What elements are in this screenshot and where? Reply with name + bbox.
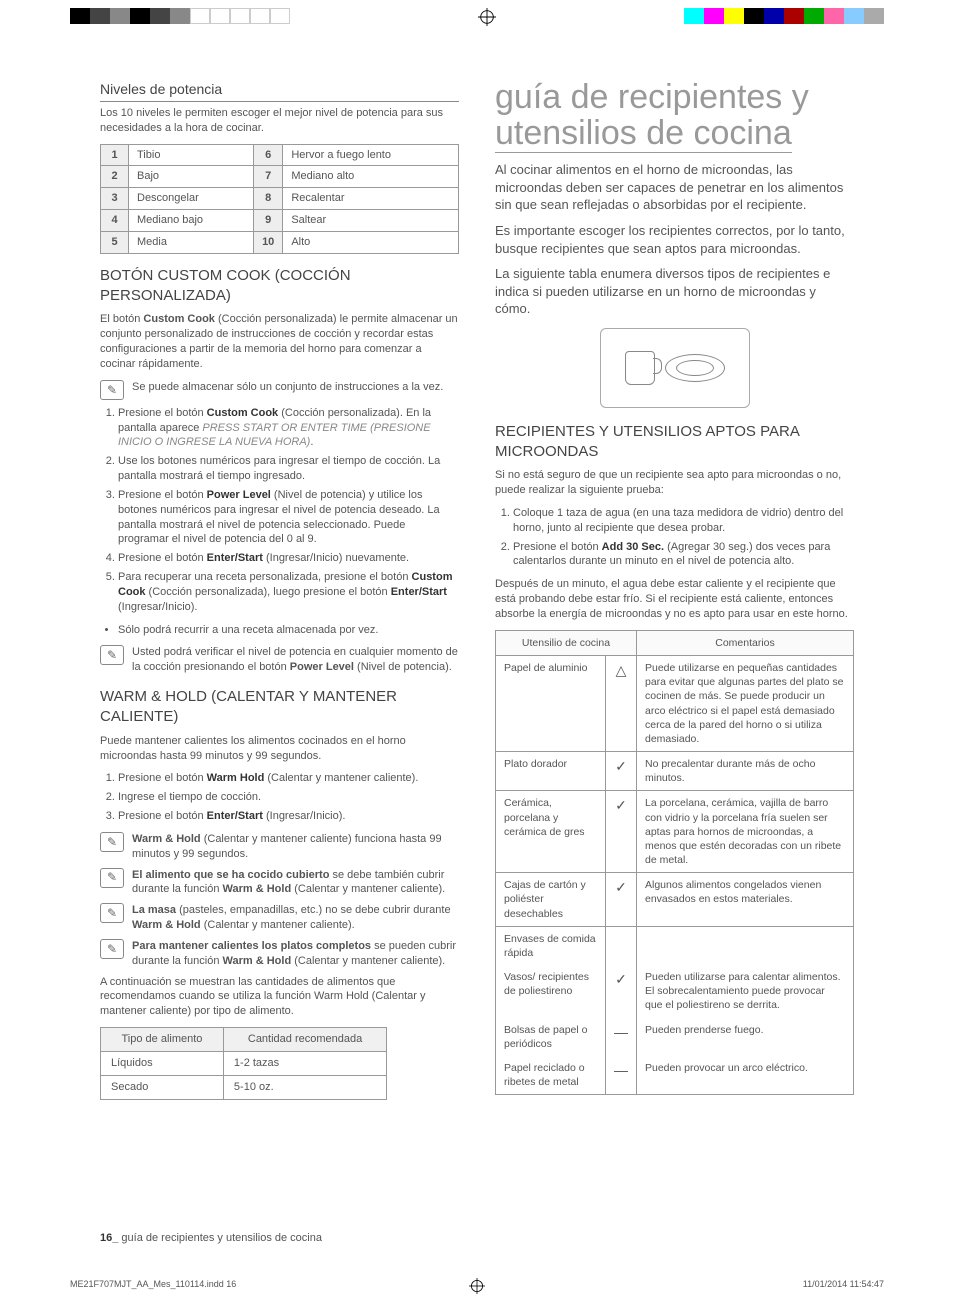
utensil-table: Utensilio de cocina Comentarios Papel de… <box>495 630 854 1095</box>
cookware-illustration <box>600 328 750 408</box>
note-warm-hold: ✎La masa (pasteles, empanadillas, etc.) … <box>100 903 459 933</box>
note-icon: ✎ <box>100 380 124 400</box>
text-aptos-result: Después de un minuto, el agua debe estar… <box>495 577 854 622</box>
text-guide-p3: La siguiente tabla enumera diversos tipo… <box>495 265 854 318</box>
page-content: Niveles de potencia Los 10 niveles le pe… <box>0 0 954 1160</box>
text-aptos-intro: Si no está seguro de que un recipiente s… <box>495 468 854 498</box>
crop-marks <box>0 0 954 30</box>
heading-power-levels: Niveles de potencia <box>100 80 459 102</box>
power-level-table: 1Tibio6Hervor a fuego lento2Bajo7Mediano… <box>100 144 459 254</box>
print-filename: ME21F707MJT_AA_Mes_110114.indd 16 <box>70 1278 236 1290</box>
custom-cook-bullet: Sólo podrá recurrir a una receta almacen… <box>118 623 459 638</box>
note-verify-power: ✎ Usted podrá verificar el nivel de pote… <box>100 645 459 675</box>
heading-custom-cook: BOTÓN CUSTOM COOK (COCCIÓN PERSONALIZADA… <box>100 266 459 307</box>
text-guide-p1: Al cocinar alimentos en el horno de micr… <box>495 161 854 214</box>
note-custom-single: ✎ Se puede almacenar sólo un conjunto de… <box>100 380 459 400</box>
note-icon: ✎ <box>100 832 124 852</box>
note-warm-hold: ✎Warm & Hold (Calentar y mantener calien… <box>100 832 459 862</box>
note-icon: ✎ <box>100 868 124 888</box>
heading-microwave-safe: RECIPIENTES Y UTENSILIOS APTOS PARA MICR… <box>495 422 854 463</box>
aptos-step-2: Presione el botón Add 30 Sec. (Agregar 3… <box>513 540 854 570</box>
aptos-steps: Coloque 1 taza de agua (en una taza medi… <box>513 506 854 569</box>
text-warm-intro: Puede mantener calientes los alimentos c… <box>100 734 459 764</box>
note-warm-hold: ✎El alimento que se ha cocido cubierto s… <box>100 868 459 898</box>
cup-icon <box>625 351 655 385</box>
print-timestamp: 11/01/2014 11:54:47 <box>803 1278 884 1290</box>
text-guide-p2: Es importante escoger los recipientes co… <box>495 222 854 257</box>
heading-warm-hold: WARM & HOLD (CALENTAR Y MANTENER CALIENT… <box>100 687 459 728</box>
note-icon: ✎ <box>100 939 124 959</box>
warm-hold-steps: Presione el botón Warm Hold (Calentar y … <box>118 771 459 824</box>
text-custom-cook-intro: El botón Custom Cook (Cocción personaliz… <box>100 312 459 371</box>
note-icon: ✎ <box>100 645 124 665</box>
aptos-step-1: Coloque 1 taza de agua (en una taza medi… <box>513 506 854 536</box>
text-warm-amounts: A continuación se muestran las cantidade… <box>100 975 459 1020</box>
plate-icon <box>665 354 725 382</box>
left-column: Niveles de potencia Los 10 niveles le pe… <box>100 80 459 1100</box>
amount-table: Tipo de alimento Cantidad recomendada Lí… <box>100 1027 387 1100</box>
registration-mark-bottom <box>469 1278 485 1294</box>
note-warm-hold: ✎Para mantener calientes los platos comp… <box>100 939 459 969</box>
page-footer: 16_ guía de recipientes y utensilios de … <box>100 1231 322 1246</box>
registration-mark-top <box>478 8 496 26</box>
note-icon: ✎ <box>100 903 124 923</box>
heading-cookware-guide: guía de recipientes y utensilios de coci… <box>495 80 854 151</box>
right-column: guía de recipientes y utensilios de coci… <box>495 80 854 1100</box>
text-power-intro: Los 10 niveles le permiten escoger el me… <box>100 106 459 136</box>
print-footer: ME21F707MJT_AA_Mes_110114.indd 16 11/01/… <box>70 1278 884 1290</box>
custom-cook-steps: Presione el botón Custom Cook (Cocción p… <box>118 406 459 615</box>
